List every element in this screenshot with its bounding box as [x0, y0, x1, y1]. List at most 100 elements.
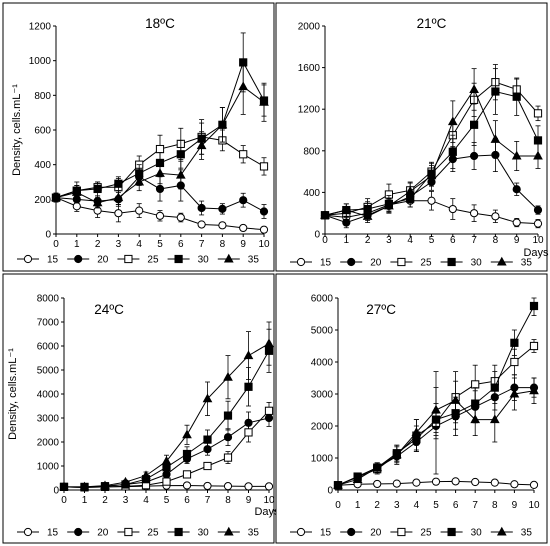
y-tick-label: 7000 — [37, 318, 60, 329]
legend-marker — [124, 527, 133, 537]
data-point — [320, 210, 330, 219]
legend: 15 20 25 30 35 — [290, 256, 533, 269]
data-point — [100, 480, 110, 490]
chart-title: 27ºC — [366, 302, 396, 317]
data-point — [529, 301, 539, 311]
legend: 15 20 25 30 35 — [17, 526, 259, 539]
data-point — [264, 406, 274, 415]
data-point — [512, 185, 521, 194]
data-point — [93, 184, 102, 194]
data-point — [509, 388, 520, 398]
x-tick-label: 10 — [532, 235, 544, 246]
panel-frame — [275, 273, 548, 544]
data-point — [203, 435, 212, 444]
x-tick-label: 6 — [178, 239, 184, 250]
data-point — [510, 357, 519, 367]
legend-marker — [397, 257, 406, 267]
data-point — [59, 481, 69, 491]
y-tick-label: 1000 — [29, 56, 52, 67]
legend-label: 25 — [147, 255, 159, 266]
x-tick-label: 1 — [74, 239, 80, 250]
legend-marker — [23, 527, 33, 537]
data-point — [259, 207, 269, 216]
data-point — [362, 211, 373, 220]
x-tick-label: 6 — [453, 500, 459, 511]
legend: 15 20 25 30 35 — [17, 253, 259, 266]
data-point — [182, 481, 192, 490]
y-axis-label: Density, cells.mL⁻¹ — [11, 84, 23, 176]
x-tick-label: 1 — [82, 495, 88, 506]
y-tick-label: 2000 — [298, 22, 321, 33]
x-axis-label: Days — [523, 247, 549, 259]
data-point — [196, 140, 207, 150]
x-tick-label: 1 — [355, 500, 361, 511]
y-tick-label: 8000 — [37, 294, 60, 305]
data-point — [223, 411, 233, 420]
data-point — [155, 144, 165, 154]
series-35 — [59, 321, 274, 491]
y-tick-label: 0 — [53, 486, 59, 497]
data-point — [372, 462, 383, 472]
x-tick-label: 4 — [143, 495, 149, 506]
y-tick-label: 3000 — [37, 414, 60, 425]
data-point — [529, 480, 539, 489]
x-tick-label: 7 — [472, 500, 478, 511]
data-point — [259, 97, 269, 106]
data-point — [490, 383, 499, 392]
data-point — [217, 119, 228, 129]
data-point — [162, 477, 171, 486]
legend-label: 35 — [521, 258, 533, 269]
data-point — [176, 150, 185, 159]
x-tick-label: 3 — [386, 235, 392, 246]
data-point — [182, 470, 192, 479]
legend-marker — [74, 527, 83, 537]
data-point — [202, 393, 213, 403]
data-point — [533, 150, 543, 160]
data-point — [470, 414, 481, 424]
data-point — [427, 196, 436, 205]
y-tick-label: 5000 — [37, 366, 60, 377]
data-point — [471, 380, 480, 389]
legend-label: 30 — [471, 258, 483, 269]
x-tick-label: 9 — [246, 495, 252, 506]
data-point — [489, 414, 500, 424]
data-point — [259, 225, 269, 234]
data-point — [264, 338, 274, 348]
data-point — [431, 404, 441, 414]
data-point — [223, 482, 233, 491]
legend-label: 15 — [320, 258, 332, 269]
data-point — [203, 461, 212, 471]
data-point — [114, 179, 123, 188]
data-point — [512, 92, 521, 101]
y-tick-label: 800 — [34, 91, 51, 102]
y-tick-label: 3000 — [311, 390, 334, 401]
chart-panel-4: 0 1000 2000 3000 4000 5000 6000 0 1 2 3 4 5 6 7 8 9 10 27º… — [275, 273, 548, 544]
x-tick-label: 5 — [433, 500, 439, 511]
data-point — [161, 455, 172, 465]
data-point — [134, 176, 145, 186]
data-point — [469, 84, 479, 93]
x-tick-label: 4 — [414, 500, 420, 511]
data-point — [244, 382, 253, 391]
legend-label: 20 — [370, 258, 382, 269]
data-point — [203, 481, 212, 491]
legend-label: 20 — [97, 255, 109, 266]
panel-frame — [275, 2, 548, 272]
y-tick-label: 0 — [314, 230, 320, 241]
data-point — [141, 470, 151, 480]
x-tick-label: 6 — [450, 235, 456, 246]
x-tick-label: 3 — [116, 239, 122, 250]
legend-marker — [296, 527, 306, 537]
x-tick-label: 4 — [407, 235, 413, 246]
chart-panel-3: 0 1000 2000 3000 4000 5000 6000 7000 8000 0 1 2 3 4 5 6… — [2, 273, 280, 544]
data-point — [529, 385, 539, 395]
data-point — [182, 429, 192, 439]
x-tick-label: 8 — [492, 500, 498, 511]
legend-label: 15 — [47, 528, 59, 539]
legend-label: 30 — [198, 255, 210, 266]
legend-marker — [74, 254, 83, 264]
y-tick-label: 200 — [34, 195, 51, 206]
data-point — [471, 477, 480, 487]
data-point — [51, 192, 61, 202]
